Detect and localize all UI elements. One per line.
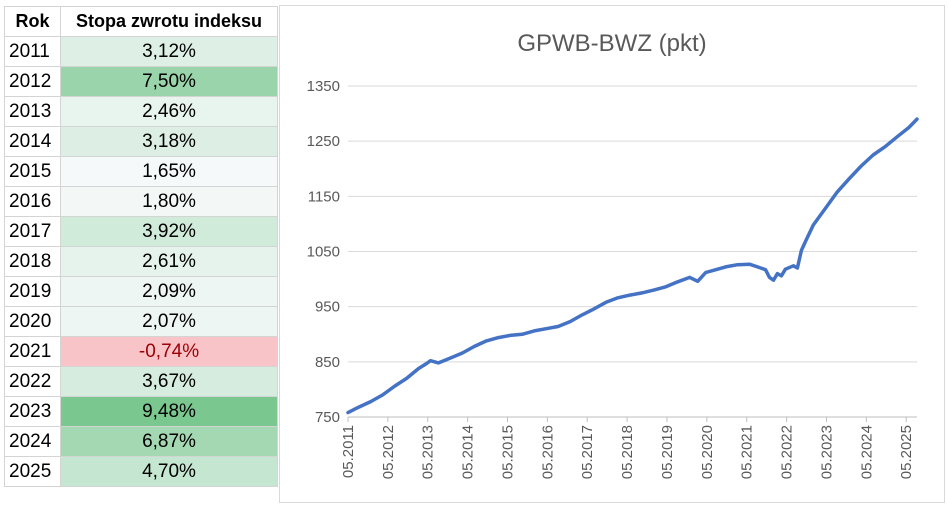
y-tick-label: 750 <box>315 409 340 426</box>
table-row: 2021 -0,74% <box>4 336 278 367</box>
table-body: 2011 3,12% 2012 7,50% 2013 2,46% 2014 3,18% 2015… <box>4 36 278 487</box>
chart-area: GPWB-BWZ (pkt) 750 850 950 1050 1150 1250 1350… <box>279 5 945 503</box>
year-cell: 2013 <box>4 96 61 127</box>
x-tick-label: 05.2013 <box>420 425 437 479</box>
y-tick-label: 1250 <box>307 133 340 150</box>
year-cell: 2015 <box>4 156 61 187</box>
table-row: 2013 2,46% <box>4 96 278 127</box>
year-cell: 2022 <box>4 366 61 397</box>
y-tick-label: 850 <box>315 354 340 371</box>
return-cell: 2,09% <box>60 276 278 307</box>
chart-title: GPWB-BWZ (pkt) <box>517 30 707 57</box>
return-cell: 4,70% <box>60 456 278 487</box>
return-cell: 1,65% <box>60 156 278 187</box>
x-tick-label: 05.2018 <box>619 425 636 479</box>
y-tick-label: 1350 <box>307 78 340 95</box>
header-return: Stopa zwrotu indeksu <box>60 6 278 37</box>
return-cell: 7,50% <box>60 66 278 97</box>
return-cell: -0,74% <box>60 336 278 367</box>
x-tick-label: 05.2016 <box>539 425 556 479</box>
year-cell: 2014 <box>4 126 61 157</box>
x-tick-label: 05.2019 <box>659 425 676 479</box>
x-tick-label: 05.2011 <box>340 425 357 478</box>
table-row: 2019 2,09% <box>4 276 278 307</box>
x-tick-label: 05.2012 <box>380 425 397 479</box>
year-cell: 2018 <box>4 246 61 277</box>
table-row: 2022 3,67% <box>4 366 278 397</box>
table-row: 2015 1,65% <box>4 156 278 187</box>
year-cell: 2025 <box>4 456 61 487</box>
table-row: 2023 9,48% <box>4 396 278 427</box>
table-row: 2011 3,12% <box>4 36 278 67</box>
y-tick-label: 950 <box>315 299 340 316</box>
table-row: 2018 2,61% <box>4 246 278 277</box>
return-cell: 3,92% <box>60 216 278 247</box>
x-tick-label: 05.2023 <box>818 425 835 479</box>
year-cell: 2019 <box>4 276 61 307</box>
x-tick-label: 05.2014 <box>460 425 477 479</box>
table-row: 2025 4,70% <box>4 456 278 487</box>
return-cell: 3,18% <box>60 126 278 157</box>
x-tick-label: 05.2024 <box>858 425 875 479</box>
return-cell: 3,12% <box>60 36 278 67</box>
y-tick-label: 1050 <box>307 244 340 261</box>
table-row: 2020 2,07% <box>4 306 278 337</box>
x-tick-label: 05.2017 <box>579 425 596 479</box>
table-row: 2012 7,50% <box>4 66 278 97</box>
table-row: 2016 1,80% <box>4 186 278 217</box>
return-cell: 2,07% <box>60 306 278 337</box>
table-row: 2014 3,18% <box>4 126 278 157</box>
x-tick-label: 05.2021 <box>739 425 756 479</box>
year-cell: 2011 <box>4 36 61 67</box>
year-cell: 2021 <box>4 336 61 367</box>
line-chart: 750 850 950 1050 1150 1250 1350 05.2011 05.2012 0… <box>307 78 919 479</box>
return-cell: 6,87% <box>60 426 278 457</box>
return-cell: 2,46% <box>60 96 278 127</box>
y-tick-label: 1150 <box>308 188 340 205</box>
year-cell: 2017 <box>4 216 61 247</box>
x-tick-label: 05.2022 <box>779 425 796 479</box>
year-cell: 2024 <box>4 426 61 457</box>
x-tick-label: 05.2020 <box>699 425 716 479</box>
year-cell: 2023 <box>4 396 61 427</box>
return-cell: 2,61% <box>60 246 278 277</box>
table-row: 2024 6,87% <box>4 426 278 457</box>
return-cell: 3,67% <box>60 366 278 397</box>
header-year: Rok <box>4 6 61 37</box>
year-cell: 2016 <box>4 186 61 217</box>
x-tick-label: 05.2025 <box>898 425 915 479</box>
return-cell: 1,80% <box>60 186 278 217</box>
x-tick-label: 05.2015 <box>499 425 516 479</box>
returns-table: Rok Stopa zwrotu indeksu 2011 3,12% 2012 7,… <box>4 6 278 487</box>
series-line <box>346 117 919 415</box>
table-row: 2017 3,92% <box>4 216 278 247</box>
year-cell: 2020 <box>4 306 61 337</box>
table-header-row: Rok Stopa zwrotu indeksu <box>4 6 278 37</box>
year-cell: 2012 <box>4 66 61 97</box>
return-cell: 9,48% <box>60 396 278 427</box>
